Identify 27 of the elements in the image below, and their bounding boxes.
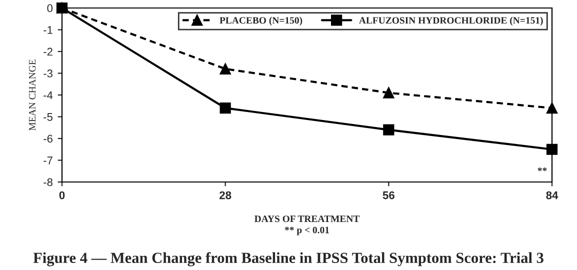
point [220,63,231,74]
y-tick-label: -4 [44,91,53,100]
x-tick-label: 28 [220,191,232,200]
y-axis-title: MEAN CHANGE [29,60,36,131]
y-tick-label: -6 [44,134,52,143]
annotation: ** [538,167,547,172]
x-tick-label: 56 [382,191,394,200]
y-tick-label: -5 [44,113,53,121]
y-tick-label: -3 [44,70,52,78]
text: ** p < 0.01 [284,226,329,236]
y-tick-label: 0 [47,4,53,12]
point [383,87,394,98]
point [546,102,558,114]
text: Figure 4 — Mean Change from Baseline in IPSS Total Symptom Score: Trial 3 [33,252,544,266]
y-tick-label: -7 [44,156,52,164]
y-tick-label: -2 [44,48,52,56]
x-tick-label: 0 [59,191,65,200]
point [56,2,68,14]
point [220,102,231,114]
legend-label: ALFUZOSIN HYDROCHLORIDE (N=151) [359,16,543,26]
point [383,124,394,136]
x-axis-title: DAYS OF TREATMENT [254,216,360,222]
legend-label: PLACEBO (N=150) [220,16,302,26]
y-tick-label: -1 [44,26,52,34]
x-tick-label: 84 [546,191,558,200]
y-tick-label: -8 [44,178,52,186]
point [546,144,558,155]
